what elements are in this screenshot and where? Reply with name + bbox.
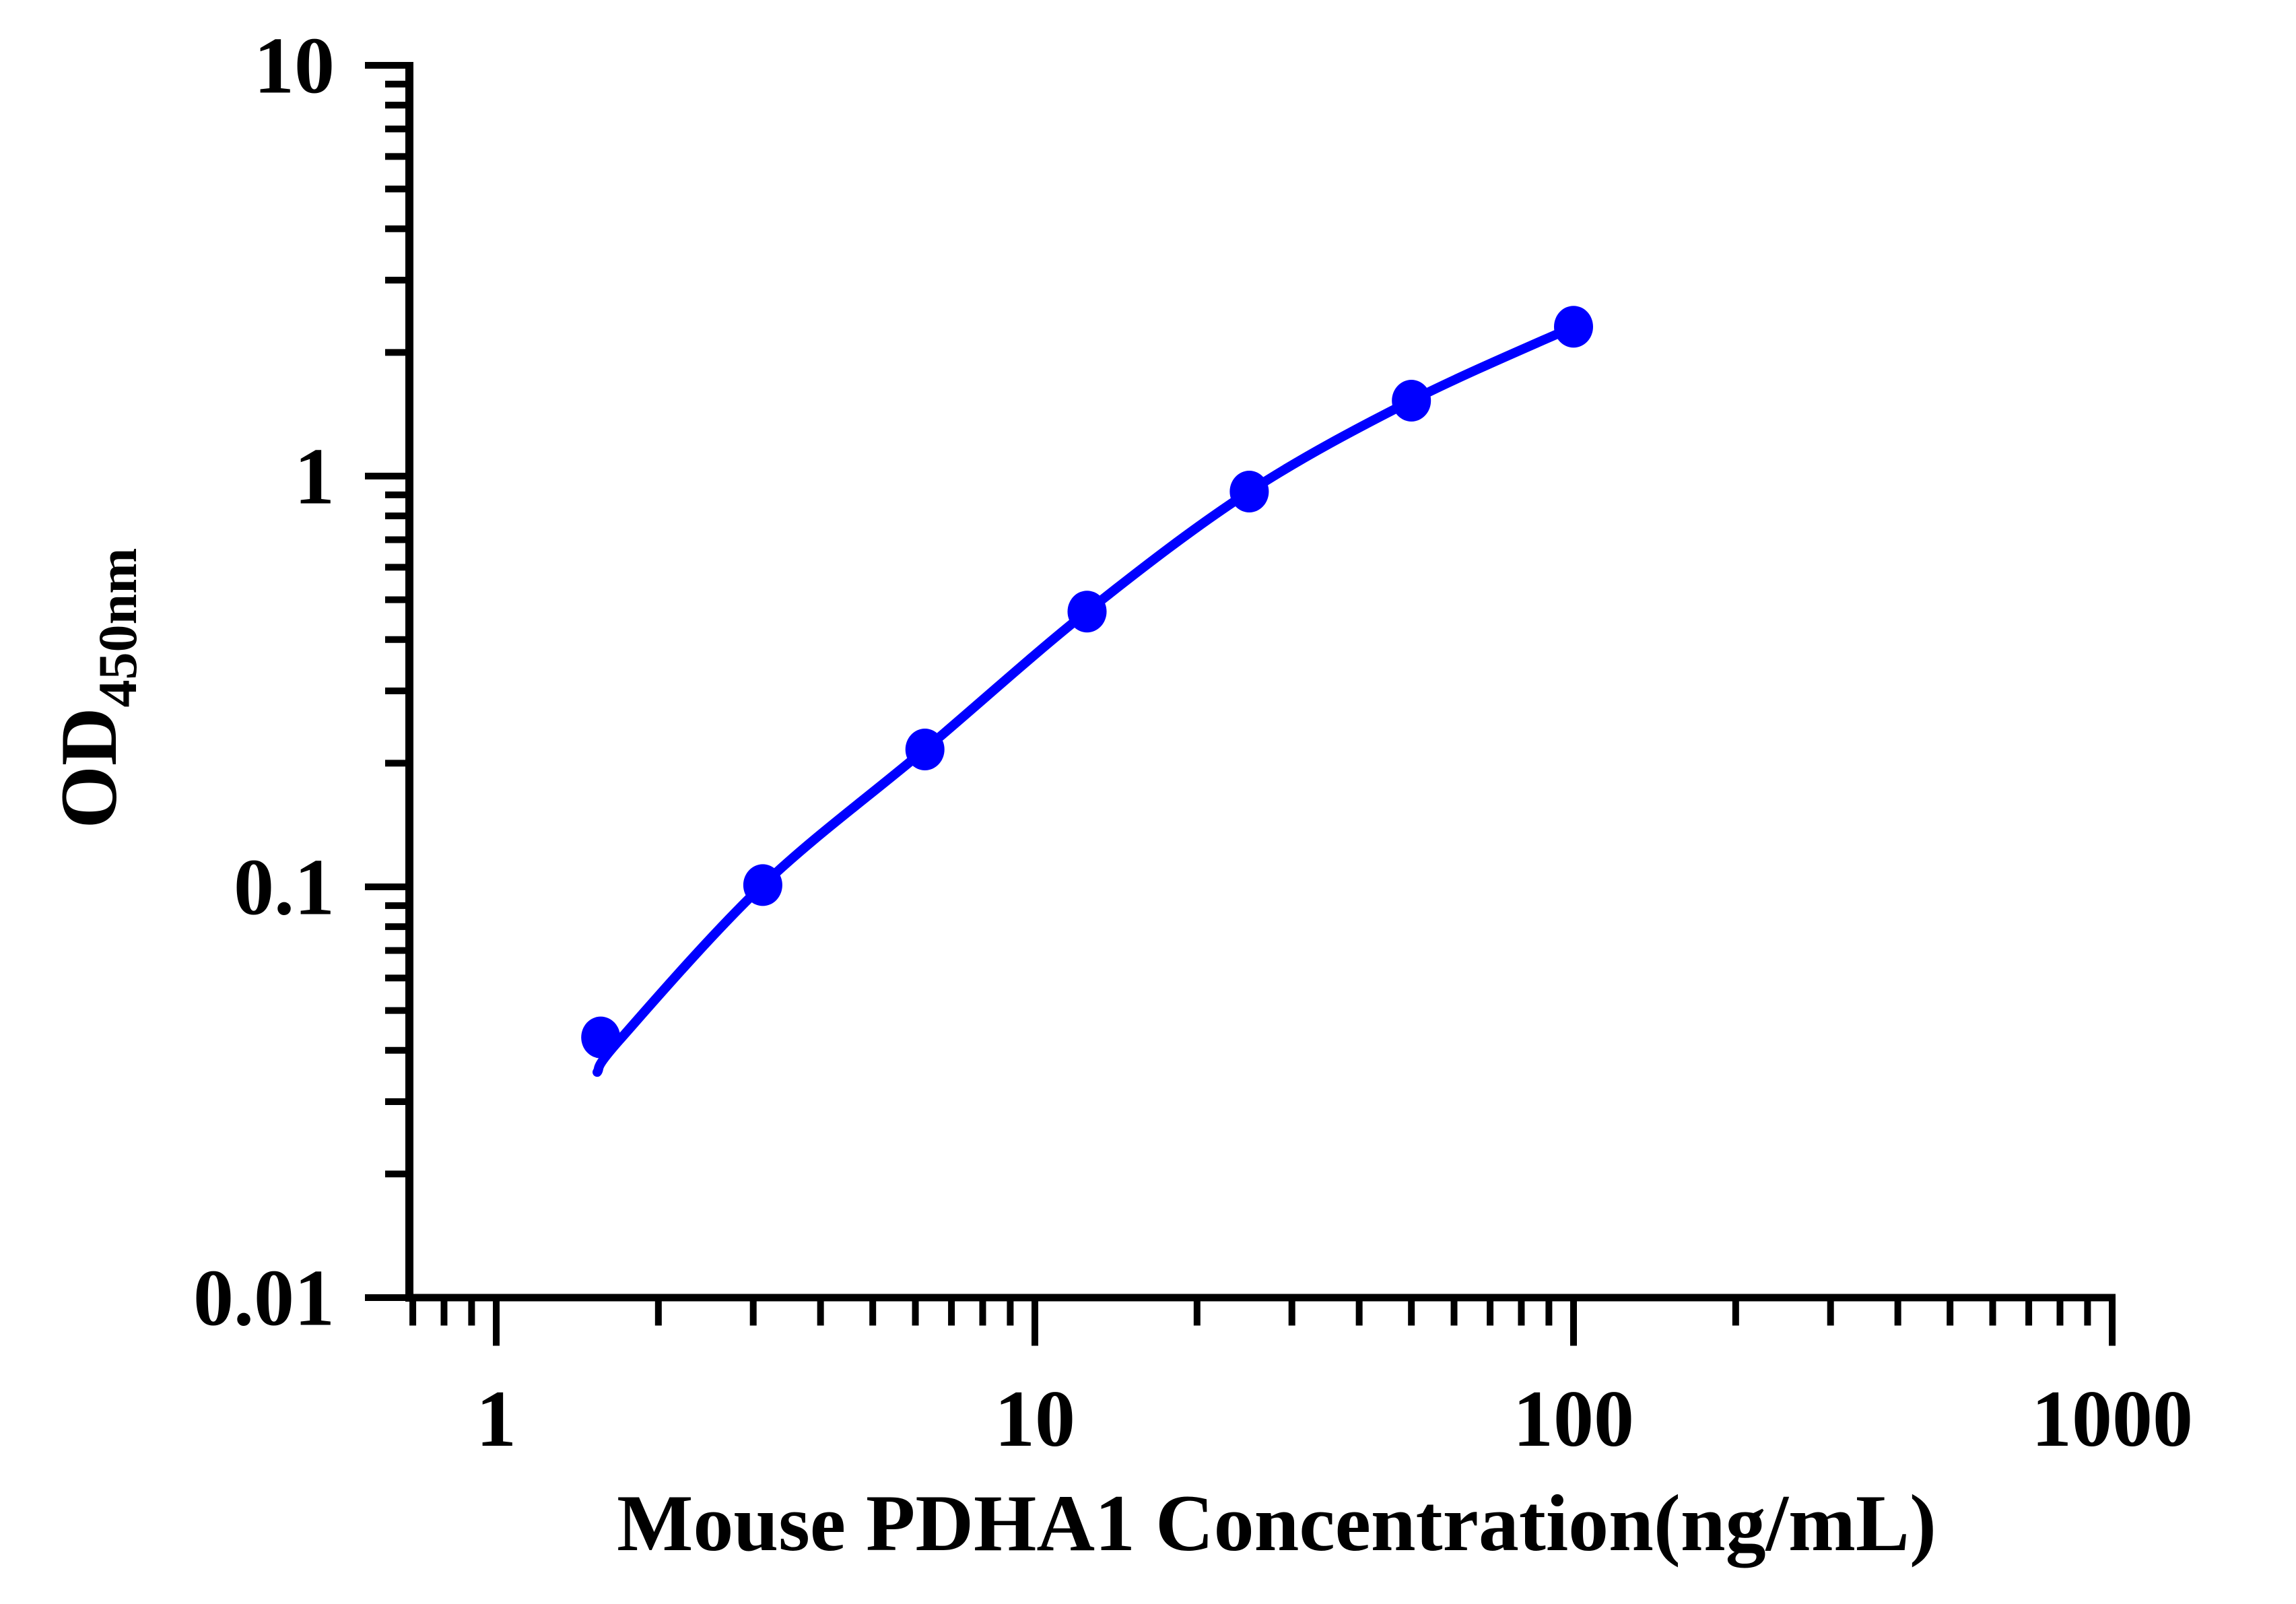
y-tick-label: 0.1 — [234, 842, 335, 932]
data-point-marker — [1554, 306, 1593, 348]
data-point-marker — [1067, 591, 1107, 633]
tick-labels: 10 1 0.1 0.01 1 10 100 1000 — [193, 21, 2193, 1464]
x-tick-label: 10 — [994, 1374, 1075, 1463]
y-tick-label: 10 — [254, 21, 335, 110]
x-tick-label: 1 — [476, 1374, 516, 1463]
y-tick-label: 1 — [294, 432, 335, 521]
y-tick-label: 0.01 — [193, 1253, 335, 1343]
data-point-marker — [1392, 380, 1431, 422]
x-tick-label: 100 — [1513, 1374, 1634, 1463]
data-point-marker — [1229, 471, 1269, 512]
data-point-marker — [905, 729, 945, 770]
y-axis-title-subscript: 450nm — [87, 548, 148, 708]
data-point-marker — [581, 1016, 621, 1059]
data-points — [581, 306, 1593, 1059]
x-axis-title: Mouse PDHA1 Concentration(ng/mL) — [617, 1478, 1936, 1568]
x-tick-label: 1000 — [2031, 1374, 2193, 1463]
data-point-marker — [743, 864, 782, 906]
y-axis-title-main: OD — [44, 707, 133, 828]
y-axis-title: OD450nm — [44, 548, 148, 829]
